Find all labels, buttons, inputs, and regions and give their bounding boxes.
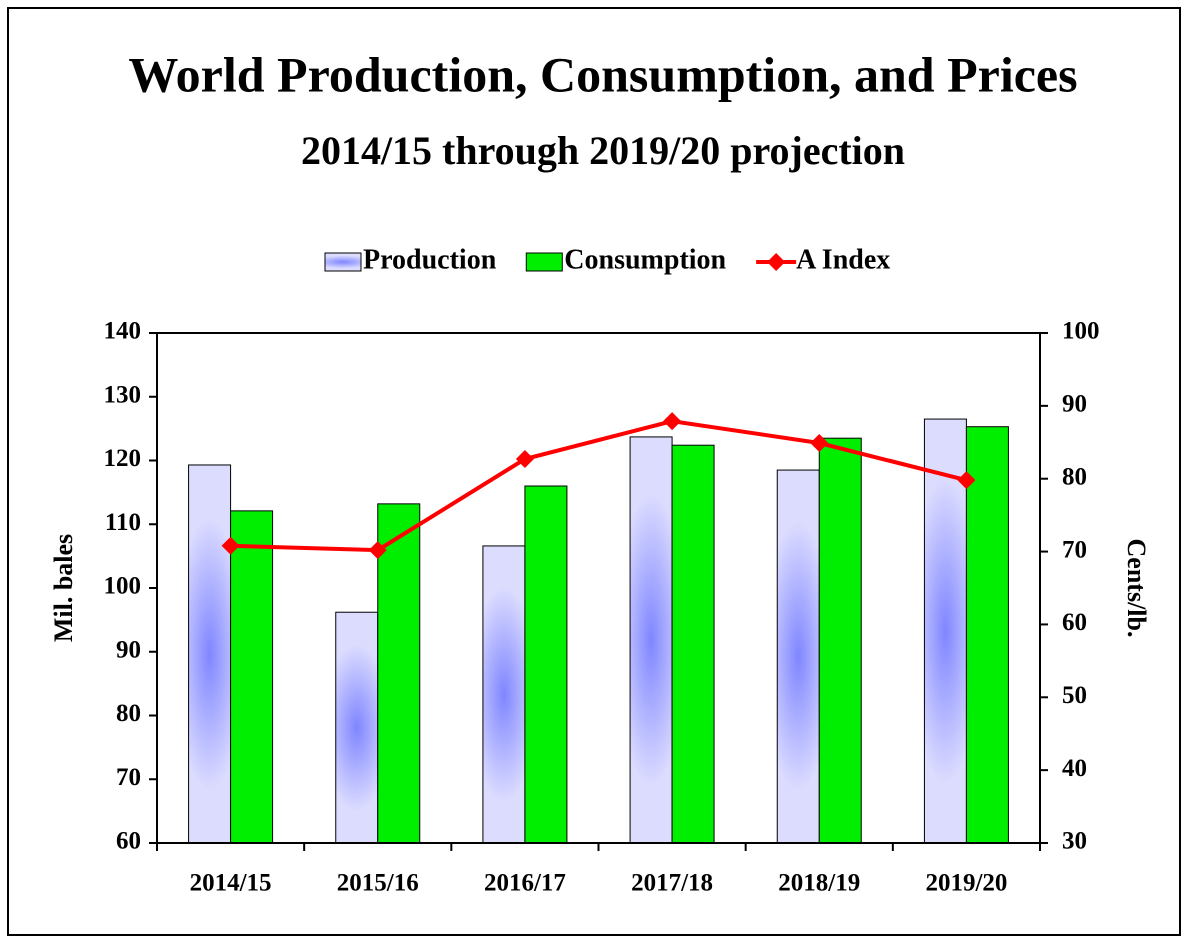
y2-axis-label: Cents/lb. <box>1122 539 1151 638</box>
legend-label: Consumption <box>564 244 726 275</box>
bar <box>965 426 1009 844</box>
y-tick-label: 110 <box>105 509 141 536</box>
y-tick-label: 140 <box>104 318 142 345</box>
y2-tick-label: 80 <box>1062 463 1087 490</box>
bar <box>482 545 526 844</box>
marker <box>663 412 682 431</box>
bar <box>377 503 421 844</box>
x-tick-label: 2015/16 <box>337 870 419 897</box>
y-tick-label: 80 <box>116 700 141 727</box>
y2-tick-label: 100 <box>1062 318 1100 345</box>
bar <box>188 464 232 844</box>
marker <box>810 434 829 453</box>
marker <box>368 541 387 560</box>
y-tick-label: 120 <box>104 445 142 472</box>
legend-label: A Index <box>796 244 890 275</box>
marker <box>957 471 976 490</box>
legend-label: Production <box>363 244 497 275</box>
bar <box>818 437 862 844</box>
line <box>230 419 967 553</box>
y-axis-label: Mil. bales <box>49 534 78 642</box>
bar <box>335 611 379 844</box>
legend-swatch <box>324 252 362 272</box>
y2-tick-label: 40 <box>1062 755 1087 782</box>
y2-tick-label: 50 <box>1062 682 1087 709</box>
marker <box>515 450 534 469</box>
y2-tick-label: 30 <box>1062 828 1087 855</box>
y2-tick-label: 70 <box>1062 536 1087 563</box>
x-tick-label: 2018/19 <box>778 870 860 897</box>
chart-title: World Production, Consumption, and Price… <box>128 46 1077 102</box>
bar <box>524 485 568 844</box>
marker <box>221 536 240 555</box>
bar <box>230 510 274 844</box>
y2-tick-label: 90 <box>1062 391 1087 418</box>
x-tick-label: 2014/15 <box>190 870 272 897</box>
y-tick-label: 60 <box>116 828 141 855</box>
y-tick-label: 100 <box>104 573 142 600</box>
x-tick-label: 2017/18 <box>631 870 713 897</box>
y-tick-label: 130 <box>104 381 142 408</box>
bar <box>776 469 820 844</box>
legend-swatch <box>525 252 563 272</box>
chart-subtitle: 2014/15 through 2019/20 projection <box>301 128 905 173</box>
y-tick-label: 70 <box>116 764 141 791</box>
x-tick-label: 2019/20 <box>925 870 1007 897</box>
legend-marker <box>767 253 786 271</box>
bar <box>923 418 967 844</box>
x-tick-label: 2016/17 <box>484 870 566 897</box>
y-tick-label: 90 <box>116 636 141 663</box>
y2-tick-label: 60 <box>1062 609 1087 636</box>
bar <box>671 444 715 844</box>
bar <box>629 436 673 844</box>
